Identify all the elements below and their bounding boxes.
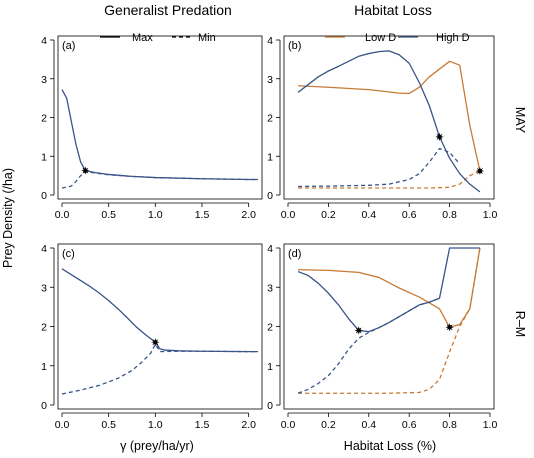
x-tick-label-d: 0.4 — [361, 419, 376, 431]
series-line-b-high-d-solid — [297, 50, 481, 193]
x-tick-label-d: 0.8 — [442, 419, 457, 431]
col-title-generalist: Generalist Predation — [104, 2, 232, 18]
x-tick-label-c: 2.0 — [241, 419, 256, 431]
y-tick-label-b: 0 — [267, 190, 273, 202]
star-marker-b — [475, 166, 485, 176]
y-tick-label-d: 3 — [267, 282, 273, 294]
y-tick-label-c: 3 — [41, 282, 47, 294]
x-tick-label-c: 1.5 — [195, 419, 210, 431]
y-tick-label-c: 0 — [41, 400, 47, 412]
y-tick-label-a: 1 — [41, 151, 47, 163]
y-tick-label-a: 0 — [41, 190, 47, 202]
series-line-d-low-d-solid — [298, 247, 481, 328]
y-tick-label-d: 4 — [267, 243, 273, 255]
col-title-habitat: Habitat Loss — [354, 2, 432, 18]
legend-label-high-d: High D — [436, 32, 470, 44]
plot-frame-a — [57, 35, 263, 200]
y-tick-label-b: 3 — [267, 74, 273, 86]
legend-label-max: Max — [132, 32, 153, 44]
legend-label-min: Min — [198, 32, 216, 44]
panel-label-c: (c) — [62, 248, 75, 260]
y-tick-label-a: 3 — [41, 74, 47, 86]
plot-frame-b — [283, 35, 495, 200]
x-tick-label-c: 0.5 — [101, 419, 116, 431]
x-tick-label-b: 0.0 — [281, 209, 296, 221]
y-tick-label-b: 4 — [267, 35, 273, 47]
x-tick-label-a: 2.0 — [241, 209, 256, 221]
star-marker-c — [151, 338, 160, 347]
x-axis-title-habitat: Habitat Loss (%) — [344, 439, 436, 453]
legend-label-low-d: Low D — [365, 32, 396, 44]
x-tick-label-a: 1.0 — [148, 209, 163, 221]
y-tick-label-d: 0 — [267, 400, 273, 412]
star-marker-a — [81, 166, 90, 175]
y-tick-label-d: 1 — [267, 361, 273, 373]
x-tick-label-c: 0.0 — [55, 419, 70, 431]
x-tick-label-d: 0.2 — [321, 419, 336, 431]
series-line-d-low-d-dashed — [298, 247, 481, 394]
y-tick-label-b: 1 — [267, 151, 273, 163]
series-line-c-dashed — [61, 343, 258, 395]
panel-c: 0.0 0.5 1.0 1.5 2.0 0 1 2 3 4 (c) — [41, 243, 263, 431]
series-line-d-high-d-dashed — [297, 297, 440, 394]
x-tick-label-b: 0.8 — [442, 209, 457, 221]
row-label-rm: R–M — [513, 311, 527, 337]
y-axis-title: Prey Density (/ha) — [1, 168, 15, 268]
y-tick-label-b: 2 — [267, 113, 273, 125]
series-line-b-low-d-solid — [298, 60, 481, 172]
series-line-b-low-d-dashed — [298, 170, 481, 189]
x-tick-label-b: 0.4 — [361, 209, 376, 221]
star-marker-d — [445, 323, 454, 332]
series-line-a-dashed — [61, 171, 258, 189]
x-tick-label-a: 0.0 — [55, 209, 70, 221]
panel-d: 0.0 0.2 0.4 0.6 0.8 1.0 0 1 2 3 4 (d) — [267, 243, 497, 431]
panel-a: 0.0 0.5 1.0 1.5 2.0 0 1 2 3 4 (a) Max Min — [41, 32, 263, 221]
x-tick-label-b: 1.0 — [483, 209, 498, 221]
star-marker-d — [354, 326, 363, 335]
x-axis-title-gamma: γ (prey/ha/yr) — [120, 439, 194, 453]
y-tick-label-a: 2 — [41, 113, 47, 125]
star-marker-b — [435, 132, 444, 142]
series-line-a-solid — [61, 89, 258, 181]
panel-label-a: (a) — [62, 40, 75, 52]
panel-label-b: (b) — [288, 40, 301, 52]
series-line-d-high-d-solid — [297, 247, 480, 333]
plot-frame-d — [283, 243, 495, 410]
x-tick-label-d: 0.6 — [402, 419, 417, 431]
x-tick-label-d: 0.0 — [281, 419, 296, 431]
x-tick-label-a: 0.5 — [101, 209, 116, 221]
x-tick-label-a: 1.5 — [195, 209, 210, 221]
panel-b: 0.0 0.2 0.4 0.6 0.8 1.0 0 1 2 3 4 (b) Low D High D — [267, 32, 497, 221]
series-line-c-solid — [61, 268, 258, 353]
y-tick-label-a: 4 — [41, 35, 47, 47]
panel-label-d: (d) — [288, 248, 301, 260]
x-tick-label-b: 0.2 — [321, 209, 336, 221]
y-tick-label-d: 2 — [267, 322, 273, 334]
row-label-may: MAY — [513, 107, 527, 134]
x-tick-label-d: 1.0 — [483, 419, 498, 431]
y-tick-label-c: 4 — [41, 243, 47, 255]
x-tick-label-c: 1.0 — [148, 419, 163, 431]
series-line-b-high-d-dashed — [298, 147, 461, 188]
y-tick-label-c: 2 — [41, 322, 47, 334]
y-tick-label-c: 1 — [41, 361, 47, 373]
plot-frame-c — [57, 243, 263, 410]
x-tick-label-b: 0.6 — [402, 209, 417, 221]
